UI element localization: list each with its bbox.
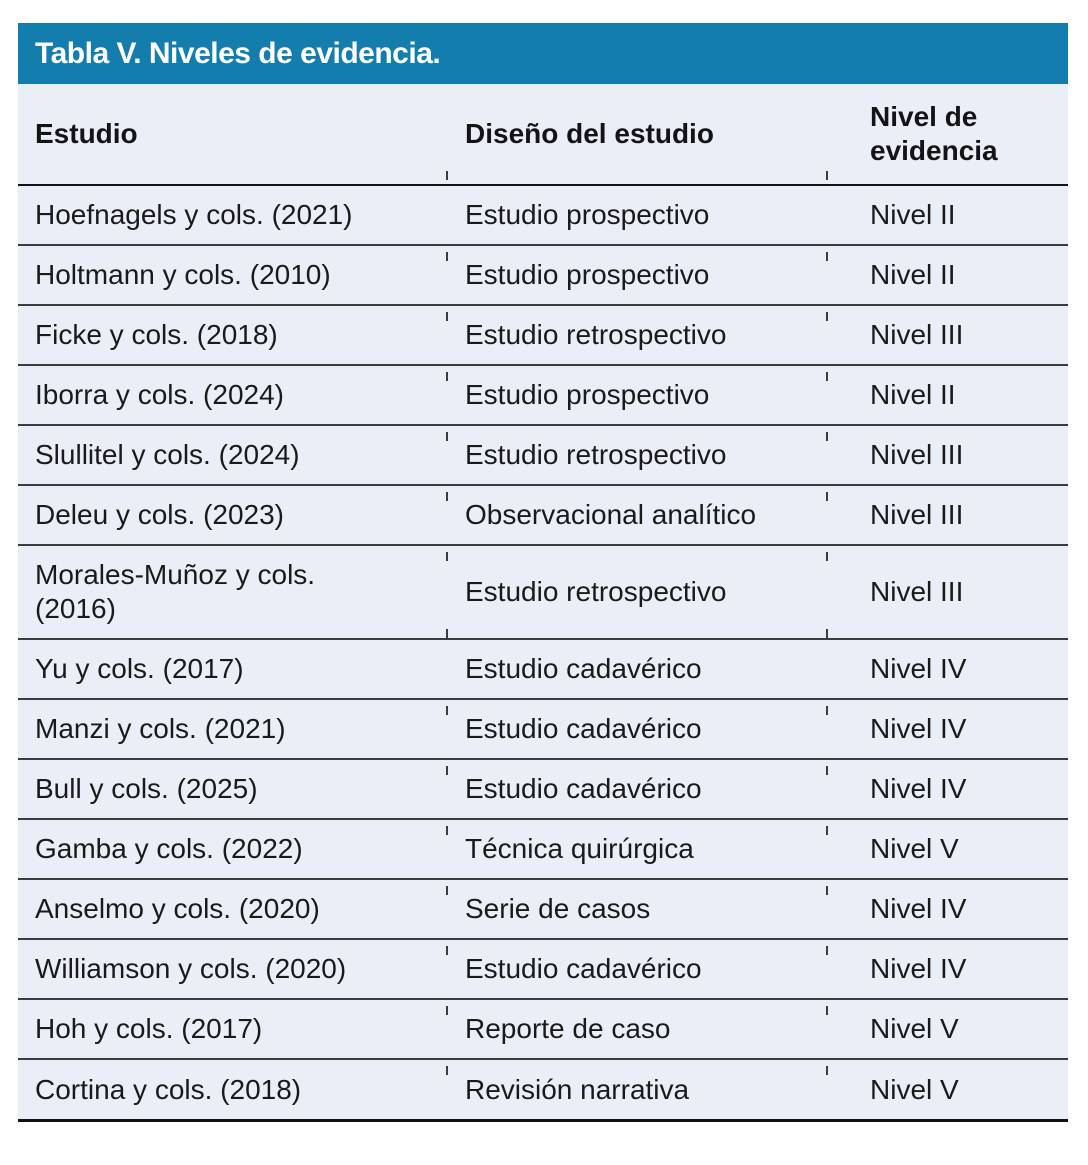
cell-diseno: Estudio prospectivo [446, 246, 828, 321]
cell-estudio: Bull y cols. (2025) [35, 773, 258, 804]
cell-nivel: Nivel IV [870, 713, 967, 744]
cell-estudio: Deleu y cols. (2023) [35, 499, 285, 530]
table-row: Hoefnagels y cols. (2021) Estudio prospec… [18, 186, 1068, 261]
cell-nivel: Nivel III [870, 576, 964, 607]
cell-nivel: Nivel III [870, 319, 964, 350]
cell-estudio: Manzi y cols. (2021) [35, 713, 286, 744]
column-header-nivel: Nivel de evidencia [870, 101, 998, 166]
evidence-table: Tabla V. Niveles de evidencia. Estudio D… [18, 23, 1068, 1122]
cell-diseno: Estudio retrospectivo [446, 306, 828, 381]
cell-estudio: Morales-Muñoz y cols. (2016) [35, 559, 316, 624]
cell-nivel: Nivel V [870, 1013, 959, 1044]
cell-nivel: Nivel III [870, 499, 964, 530]
cell-estudio: Slullitel y cols. (2024) [35, 439, 300, 470]
cell-diseno: Estudio retrospectivo [446, 426, 828, 501]
table-row: Cortina y cols. (2018) Revisión narrativa… [18, 1060, 1068, 1119]
table-row: Slullitel y cols. (2024) Estudio retrospe… [18, 426, 1068, 501]
table-row: Iborra y cols. (2024) Estudio prospectivo… [18, 366, 1068, 441]
cell-estudio: Cortina y cols. (2018) [35, 1073, 302, 1105]
cell-nivel: Nivel IV [870, 773, 967, 804]
table-title: Tabla V. Niveles de evidencia. [35, 36, 441, 70]
column-header-diseno: Diseño del estudio [446, 105, 828, 180]
table-header-row: Estudio Diseño del estudio Nivel de evid… [18, 84, 1068, 186]
table-title-bar: Tabla V. Niveles de evidencia. [18, 23, 1068, 84]
cell-estudio: Iborra y cols. (2024) [35, 379, 284, 410]
cell-nivel: Nivel V [870, 833, 959, 864]
table-row: Gamba y cols. (2022) Técnica quirúrgica Ni… [18, 820, 1068, 895]
cell-estudio: Hoefnagels y cols. (2021) [35, 199, 353, 230]
table-row: Ficke y cols. (2018) Estudio retrospectiv… [18, 306, 1068, 381]
cell-estudio: Gamba y cols. (2022) [35, 833, 303, 864]
table-row: Bull y cols. (2025) Estudio cadavérico Niv… [18, 760, 1068, 835]
table-row: Williamson y cols. (2020) Estudio cadavér… [18, 940, 1068, 1015]
cell-diseno: Estudio prospectivo [446, 186, 828, 261]
table-row: Morales-Muñoz y cols. (2016) Estudio retr… [18, 546, 1068, 640]
cell-estudio: Holtmann y cols. (2010) [35, 259, 331, 290]
cell-estudio: Williamson y cols. (2020) [35, 953, 347, 984]
cell-estudio: Anselmo y cols. (2020) [35, 893, 320, 924]
cell-estudio: Yu y cols. (2017) [35, 653, 244, 684]
table-row: Yu y cols. (2017) Estudio cadavérico Nivel… [18, 640, 1068, 715]
table-row: Anselmo y cols. (2020) Serie de casos Nive… [18, 880, 1068, 955]
cell-diseno: Estudio cadavérico [446, 940, 828, 1015]
cell-diseno: Estudio cadavérico [446, 760, 828, 835]
cell-estudio: Hoh y cols. (2017) [35, 1013, 263, 1044]
cell-nivel: Nivel II [870, 259, 956, 290]
cell-diseno: Estudio cadavérico [446, 640, 828, 715]
cell-diseno: Estudio cadavérico [446, 700, 828, 775]
cell-diseno: Estudio retrospectivo [446, 563, 828, 638]
cell-diseno: Observacional analítico [446, 486, 828, 561]
table-body: Estudio Diseño del estudio Nivel de evid… [18, 84, 1068, 1122]
cell-nivel: Nivel II [870, 199, 956, 230]
table-row: Deleu y cols. (2023) Observacional analít… [18, 486, 1068, 561]
cell-nivel: Nivel II [870, 379, 956, 410]
table-row: Manzi y cols. (2021) Estudio cadavérico Ni… [18, 700, 1068, 775]
cell-diseno: Reporte de caso [446, 1000, 828, 1075]
cell-nivel: Nivel IV [870, 653, 967, 684]
cell-estudio: Ficke y cols. (2018) [35, 319, 278, 350]
cell-diseno: Técnica quirúrgica [446, 820, 828, 895]
cell-nivel: Nivel IV [870, 953, 967, 984]
cell-diseno: Estudio prospectivo [446, 366, 828, 441]
table-row: Holtmann y cols. (2010) Estudio prospecti… [18, 246, 1068, 321]
cell-diseno: Serie de casos [446, 880, 828, 955]
cell-nivel: Nivel III [870, 439, 964, 470]
cell-nivel: Nivel IV [870, 893, 967, 924]
table-row: Hoh y cols. (2017) Reporte de caso Nivel V [18, 1000, 1068, 1075]
cell-diseno: Revisión narrativa [465, 1073, 690, 1105]
column-header-estudio: Estudio [35, 118, 138, 149]
cell-nivel: Nivel V [870, 1073, 959, 1105]
table-rows: Hoefnagels y cols. (2021) Estudio prospec… [18, 186, 1068, 1119]
